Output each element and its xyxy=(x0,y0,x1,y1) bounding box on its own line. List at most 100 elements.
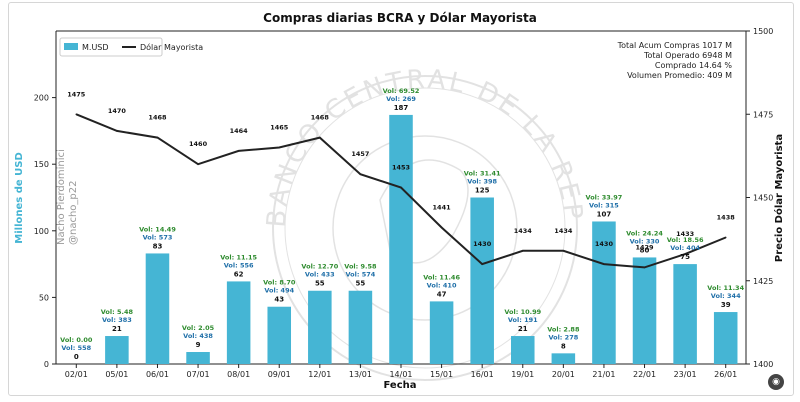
stat-volumen-promedio: Volumen Promedio: 409 M xyxy=(627,71,732,80)
author-watermark: Nacho Pierdominici @nacho_p22 xyxy=(56,149,79,245)
y-tick-label: 100 xyxy=(34,227,49,236)
line-point xyxy=(238,150,240,152)
y-tick-label: 0 xyxy=(44,360,49,369)
bar-15/01 xyxy=(430,301,454,364)
bar-value-label: 47 xyxy=(437,290,447,298)
bar-value-label: 39 xyxy=(721,301,731,309)
x-tick-label: 09/01 xyxy=(268,370,291,379)
y2-tick-label: 1400 xyxy=(753,360,773,369)
line-point xyxy=(75,113,77,115)
x-tick-label: 22/01 xyxy=(633,370,656,379)
bar-volume-label: Vol: 191 xyxy=(508,316,538,324)
line-point xyxy=(481,263,483,265)
bar-12/01 xyxy=(308,291,332,364)
line-point-label: 1470 xyxy=(108,107,127,115)
bar-volume-label: Vol: 556 xyxy=(224,261,254,269)
line-point-label: 1464 xyxy=(230,127,249,135)
line-point-label: 1465 xyxy=(270,124,289,132)
bar-vol-usd-label: Vol: 11.46 xyxy=(423,273,460,281)
bar-volume-label: Vol: 438 xyxy=(183,332,213,340)
line-point xyxy=(725,237,727,239)
camera-icon[interactable]: ◉ xyxy=(768,374,784,390)
bar-volume-label: Vol: 398 xyxy=(467,178,497,186)
y2-tick-label: 1425 xyxy=(753,277,773,286)
bar-volume-label: Vol: 494 xyxy=(264,287,294,295)
x-tick-label: 23/01 xyxy=(674,370,697,379)
bar-14/01 xyxy=(389,115,413,364)
line-point-label: 1453 xyxy=(392,164,410,172)
line-point xyxy=(116,130,118,132)
bar-value-label: 8 xyxy=(561,342,566,350)
bar-vol-usd-label: Vol: 0.00 xyxy=(60,336,93,344)
y2-tick-label: 1500 xyxy=(753,27,773,36)
bar-value-label: 125 xyxy=(475,187,490,195)
bar-vol-usd-label: Vol: 12.70 xyxy=(301,263,338,271)
bar-value-label: 21 xyxy=(112,325,122,333)
stats-box: Total Acum Compras 1017 M Total Operado … xyxy=(617,41,733,80)
x-tick-label: 20/01 xyxy=(552,370,575,379)
bar-vol-usd-label: Vol: 10.99 xyxy=(504,308,541,316)
bar-13/01 xyxy=(349,291,373,364)
bar-vol-usd-label: Vol: 8.70 xyxy=(263,279,296,287)
bar-vol-usd-label: Vol: 24.24 xyxy=(626,229,663,237)
bar-vol-usd-label: Vol: 14.49 xyxy=(139,225,176,233)
line-point-label: 1438 xyxy=(717,213,736,221)
x-tick-label: 08/01 xyxy=(227,370,250,379)
line-point-label: 1430 xyxy=(595,240,614,248)
bar-08/01 xyxy=(227,281,251,364)
line-point-label: 1457 xyxy=(351,150,369,158)
line-point-label: 1429 xyxy=(635,243,654,251)
bar-vol-usd-label: Vol: 33.97 xyxy=(586,193,623,201)
bar-vol-usd-label: Vol: 5.48 xyxy=(101,308,134,316)
line-point-label: 1468 xyxy=(311,114,330,122)
line-point xyxy=(522,250,524,252)
svg-text:BANCO CENTRAL DE LA REPUBLICA: BANCO CENTRAL DE LA REPUBLICA ARGENTINA xyxy=(0,0,588,229)
x-axis-label: Fecha xyxy=(383,380,416,391)
line-point-label: 1434 xyxy=(514,227,533,235)
line-point-label: 1441 xyxy=(433,203,452,211)
x-tick-label: 07/01 xyxy=(187,370,210,379)
bar-volume-label: Vol: 574 xyxy=(346,271,376,279)
x-tick-label: 06/01 xyxy=(146,370,169,379)
line-point-label: 1433 xyxy=(676,230,694,238)
x-tick-label: 19/01 xyxy=(511,370,534,379)
bar-value-label: 0 xyxy=(74,353,79,361)
stat-comprado: Comprado 14.64 % xyxy=(655,61,733,70)
bar-vol-usd-label: Vol: 31.41 xyxy=(464,170,501,178)
bar-volume-label: Vol: 383 xyxy=(102,316,132,324)
bar-value-label: 107 xyxy=(597,210,612,218)
bar-vol-usd-label: Vol: 2.88 xyxy=(547,325,580,333)
line-point xyxy=(603,263,605,265)
chart-canvas: BANCO CENTRAL DE LA REPUBLICA ARGENTINA … xyxy=(0,0,800,402)
bar-value-label: 83 xyxy=(153,242,163,250)
bar-volume-label: Vol: 269 xyxy=(386,95,416,103)
central-bank-seal: BANCO CENTRAL DE LA REPUBLICA ARGENTINA xyxy=(0,0,588,380)
line-point-label: 1460 xyxy=(189,140,208,148)
bar-19/01 xyxy=(511,336,535,364)
bar-vol-usd-label: Vol: 2.05 xyxy=(182,324,215,332)
x-tick-label: 12/01 xyxy=(308,370,331,379)
legend: M.USD Dólar Mayorista xyxy=(60,38,203,56)
y-tick-label: 150 xyxy=(34,160,49,169)
bar-value-label: 21 xyxy=(518,325,528,333)
bar-07/01 xyxy=(186,352,210,364)
y-axis-label: Millones de USD xyxy=(14,152,25,243)
x-tick-label: 14/01 xyxy=(389,370,412,379)
line-point xyxy=(319,137,321,139)
y-tick-label: 50 xyxy=(39,293,49,302)
bar-vol-usd-label: Vol: 11.34 xyxy=(707,284,744,292)
watermark-handle: @nacho_p22 xyxy=(68,181,79,246)
stat-total-operado: Total Operado 6948 M xyxy=(643,51,732,60)
line-point xyxy=(360,173,362,175)
watermark-name: Nacho Pierdominici xyxy=(56,149,67,245)
legend-line-label: Dólar Mayorista xyxy=(140,42,203,52)
bar-value-label: 55 xyxy=(356,280,366,288)
line-point-label: 1468 xyxy=(148,114,167,122)
x-tick-label: 26/01 xyxy=(714,370,737,379)
y-tick-label: 200 xyxy=(34,94,49,103)
bar-volume-label: Vol: 315 xyxy=(589,201,619,209)
bar-value-label: 62 xyxy=(234,270,244,278)
bar-volume-label: Vol: 573 xyxy=(143,233,173,241)
line-point xyxy=(441,227,443,229)
line-point-label: 1430 xyxy=(473,240,492,248)
